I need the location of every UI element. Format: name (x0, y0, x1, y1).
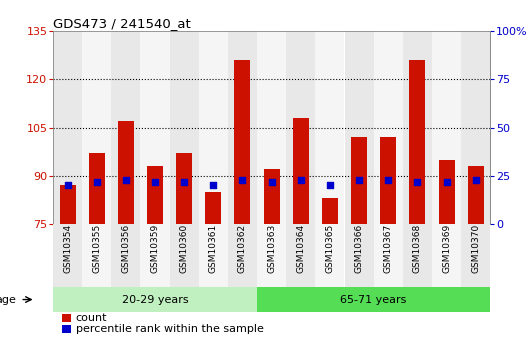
Bar (199, 224, 228, 287)
Text: GSM10366: GSM10366 (355, 224, 364, 273)
Text: count: count (76, 313, 107, 323)
Bar (344, 224, 374, 287)
Point (297, 177, 305, 183)
Bar (61, 325, 72, 333)
Text: GSM10355: GSM10355 (92, 224, 101, 273)
Bar (199, 31, 228, 224)
Bar (461, 224, 490, 287)
Bar (286, 224, 315, 287)
Bar (89, 153, 105, 224)
Bar (286, 31, 315, 224)
Bar (228, 31, 257, 224)
Bar (170, 31, 199, 224)
Bar (380, 137, 396, 224)
Bar (409, 60, 426, 224)
Bar (170, 224, 199, 287)
Bar (374, 31, 403, 224)
Point (384, 177, 392, 183)
Text: GSM10363: GSM10363 (267, 224, 276, 273)
Bar (432, 31, 461, 224)
Text: GSM10368: GSM10368 (413, 224, 422, 273)
Text: age: age (0, 295, 16, 305)
Point (180, 179, 189, 184)
Bar (140, 31, 170, 224)
Bar (315, 224, 344, 287)
Bar (351, 137, 367, 224)
Bar (61, 314, 72, 322)
Bar (82, 224, 111, 287)
Point (325, 183, 334, 188)
Bar (228, 224, 257, 287)
Bar (118, 121, 134, 224)
Text: GSM10367: GSM10367 (384, 224, 393, 273)
Bar (140, 224, 170, 287)
Text: GSM10354: GSM10354 (63, 224, 72, 273)
Bar (53, 287, 257, 312)
Bar (111, 31, 140, 224)
Bar (315, 31, 344, 224)
Point (209, 183, 217, 188)
Text: GSM10369: GSM10369 (442, 224, 451, 273)
Bar (82, 31, 111, 224)
Text: percentile rank within the sample: percentile rank within the sample (76, 324, 263, 334)
Bar (322, 198, 338, 224)
Bar (374, 224, 403, 287)
Point (151, 179, 159, 184)
Point (64, 183, 72, 188)
Text: GSM10356: GSM10356 (121, 224, 130, 273)
Point (267, 179, 276, 184)
Bar (438, 160, 455, 224)
Bar (205, 192, 222, 224)
Point (472, 177, 480, 183)
Bar (293, 118, 309, 224)
Bar (257, 31, 286, 224)
Text: 20-29 years: 20-29 years (122, 295, 188, 305)
Bar (257, 224, 286, 287)
Bar (176, 153, 192, 224)
Text: GSM10370: GSM10370 (471, 224, 480, 273)
Text: 65-71 years: 65-71 years (340, 295, 407, 305)
Bar (257, 287, 490, 312)
Point (121, 177, 130, 183)
Bar (344, 31, 374, 224)
Point (238, 177, 246, 183)
Point (355, 177, 364, 183)
Bar (461, 31, 490, 224)
Bar (263, 169, 280, 224)
Text: GSM10365: GSM10365 (325, 224, 334, 273)
Bar (432, 224, 461, 287)
Point (442, 179, 450, 184)
Bar (234, 60, 251, 224)
Point (413, 179, 421, 184)
Bar (53, 31, 82, 224)
Bar (111, 224, 140, 287)
Bar (467, 166, 484, 224)
Text: GDS473 / 241540_at: GDS473 / 241540_at (53, 17, 191, 30)
Bar (59, 186, 76, 224)
Point (92, 179, 101, 184)
Text: GSM10362: GSM10362 (238, 224, 247, 273)
Bar (403, 224, 432, 287)
Bar (147, 166, 163, 224)
Text: GSM10359: GSM10359 (151, 224, 160, 273)
Text: GSM10361: GSM10361 (209, 224, 218, 273)
Bar (53, 224, 82, 287)
Text: GSM10364: GSM10364 (296, 224, 305, 273)
Text: GSM10360: GSM10360 (180, 224, 189, 273)
Bar (403, 31, 432, 224)
